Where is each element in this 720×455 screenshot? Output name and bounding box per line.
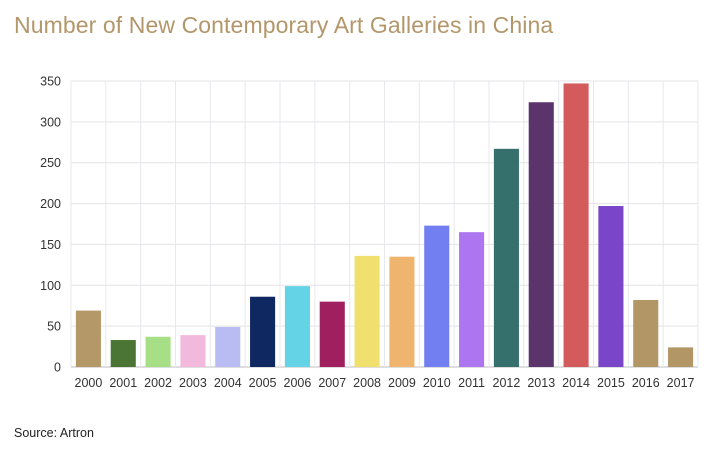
gridlines	[70, 80, 699, 368]
bar-2007	[319, 301, 345, 367]
x-tick-label: 2001	[109, 376, 137, 390]
x-tick-label: 2002	[144, 376, 172, 390]
bars	[75, 83, 694, 368]
y-tick-label: 250	[40, 156, 61, 170]
bar-2013	[528, 102, 554, 367]
y-tick-label: 50	[47, 320, 61, 334]
chart-title: Number of New Contemporary Art Galleries…	[14, 12, 554, 38]
source-note: Source: Artron	[14, 426, 94, 440]
x-tick-label: 2000	[75, 376, 103, 390]
y-tick-label: 150	[40, 238, 61, 252]
bar-2001	[110, 340, 136, 367]
x-axis-labels: 2000 2001 2002 2003 2004 2005 2006 2007 2008 2009…	[75, 376, 695, 390]
bar-2017	[668, 347, 694, 367]
bar-2006	[284, 286, 310, 367]
x-tick-label: 2016	[632, 376, 660, 390]
y-tick-label: 200	[40, 197, 61, 211]
x-tick-label: 2014	[562, 376, 590, 390]
x-tick-label: 2006	[284, 376, 312, 390]
y-tick-label: 100	[40, 279, 61, 293]
bar-2011	[459, 232, 485, 367]
x-tick-label: 2017	[667, 376, 695, 390]
x-tick-label: 2004	[214, 376, 242, 390]
x-tick-label: 2007	[318, 376, 346, 390]
bar-2014	[563, 83, 589, 368]
bar-2000	[75, 310, 101, 367]
x-tick-label: 2011	[458, 376, 485, 390]
bar-2005	[250, 296, 276, 367]
x-tick-label: 2010	[423, 376, 451, 390]
bar-2009	[389, 256, 415, 367]
y-tick-label: 300	[40, 115, 61, 129]
y-tick-label: 350	[40, 75, 61, 89]
y-axis-labels: 0 50 100 150 200 250 300 350	[40, 75, 61, 375]
bar-2002	[145, 336, 171, 367]
bar-2004	[215, 326, 241, 367]
bar-2010	[424, 225, 450, 367]
x-tick-label: 2012	[493, 376, 521, 390]
x-tick-label: 2008	[353, 376, 381, 390]
bar-2016	[633, 299, 659, 367]
bar-2015	[598, 206, 624, 367]
y-tick-label: 0	[54, 361, 61, 375]
x-tick-label: 2009	[388, 376, 416, 390]
x-tick-label: 2005	[249, 376, 277, 390]
bar-2003	[180, 335, 206, 367]
x-tick-label: 2013	[527, 376, 555, 390]
bar-2012	[493, 148, 519, 367]
x-tick-label: 2003	[179, 376, 207, 390]
bar-2008	[354, 255, 380, 367]
x-tick-label: 2015	[597, 376, 625, 390]
